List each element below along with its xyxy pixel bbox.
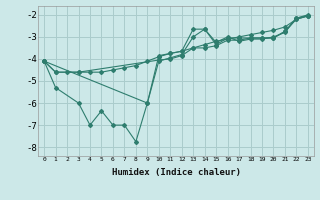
X-axis label: Humidex (Indice chaleur): Humidex (Indice chaleur) xyxy=(111,168,241,177)
